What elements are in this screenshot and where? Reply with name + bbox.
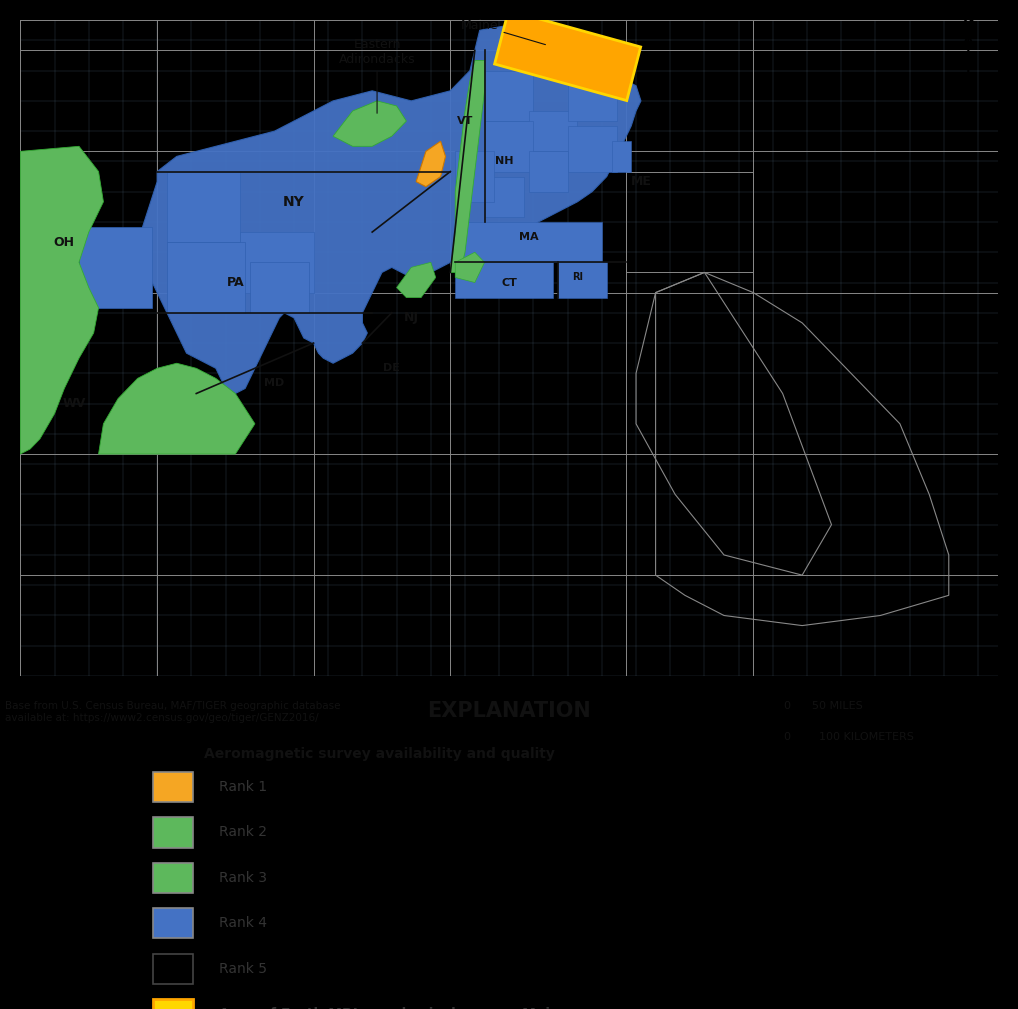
Text: Rank 5: Rank 5 bbox=[219, 962, 267, 976]
Text: WV: WV bbox=[62, 398, 86, 410]
Text: RI: RI bbox=[572, 272, 583, 283]
Text: Maine: Maine bbox=[461, 19, 546, 44]
Bar bbox=[485, 71, 533, 121]
Bar bbox=[153, 772, 193, 802]
Polygon shape bbox=[450, 61, 485, 272]
Polygon shape bbox=[99, 363, 254, 454]
Polygon shape bbox=[416, 141, 446, 187]
Bar bbox=[568, 126, 617, 172]
Bar bbox=[153, 999, 193, 1009]
Polygon shape bbox=[20, 146, 104, 454]
Text: 0        100 KILOMETERS: 0 100 KILOMETERS bbox=[784, 732, 914, 742]
Bar bbox=[485, 177, 523, 217]
Bar bbox=[626, 172, 753, 272]
Bar bbox=[153, 954, 193, 984]
Polygon shape bbox=[333, 101, 406, 146]
Bar bbox=[455, 222, 602, 262]
Text: Area of Earth MRI geophysical survey, Maine: Area of Earth MRI geophysical survey, Ma… bbox=[219, 1007, 569, 1009]
Polygon shape bbox=[240, 232, 314, 293]
Text: N: N bbox=[962, 11, 974, 25]
Bar bbox=[455, 151, 495, 202]
Text: VT: VT bbox=[457, 116, 473, 126]
Text: OH: OH bbox=[54, 236, 75, 248]
Text: Aeromagnetic survey availability and quality: Aeromagnetic survey availability and qua… bbox=[204, 747, 555, 761]
Text: EXPLANATION: EXPLANATION bbox=[428, 701, 590, 721]
Text: Eastern
Adirondacks: Eastern Adirondacks bbox=[339, 37, 415, 113]
Bar bbox=[558, 262, 607, 298]
Polygon shape bbox=[495, 10, 640, 101]
Bar bbox=[153, 908, 193, 938]
Text: DE: DE bbox=[384, 363, 400, 373]
Bar bbox=[455, 262, 553, 298]
Text: 0      50 MILES: 0 50 MILES bbox=[784, 701, 862, 711]
Bar bbox=[153, 863, 193, 893]
Bar bbox=[167, 242, 245, 313]
Text: Rank 2: Rank 2 bbox=[219, 825, 267, 839]
Text: MA: MA bbox=[519, 232, 539, 242]
Bar bbox=[153, 817, 193, 848]
Text: Rank 4: Rank 4 bbox=[219, 916, 267, 930]
Bar bbox=[528, 151, 568, 192]
Text: Rank 3: Rank 3 bbox=[219, 871, 267, 885]
Bar bbox=[250, 262, 308, 313]
Bar bbox=[528, 111, 577, 151]
Polygon shape bbox=[455, 252, 485, 283]
Bar bbox=[79, 227, 153, 308]
Text: Rank 1: Rank 1 bbox=[219, 780, 267, 794]
Text: CT: CT bbox=[501, 277, 517, 288]
Polygon shape bbox=[167, 172, 240, 242]
Bar bbox=[568, 81, 617, 121]
Text: NY: NY bbox=[283, 195, 304, 209]
Text: NJ: NJ bbox=[404, 312, 418, 324]
Text: NH: NH bbox=[495, 156, 513, 166]
Bar bbox=[485, 121, 533, 172]
Text: Base from U.S. Census Bureau, MAF/TIGER geographic database
available at: https:: Base from U.S. Census Bureau, MAF/TIGER … bbox=[5, 701, 341, 722]
Text: PA: PA bbox=[227, 276, 244, 289]
Text: MD: MD bbox=[265, 378, 285, 388]
Text: ME: ME bbox=[630, 176, 652, 188]
Polygon shape bbox=[397, 262, 436, 298]
Polygon shape bbox=[137, 25, 641, 394]
Bar bbox=[612, 141, 631, 172]
